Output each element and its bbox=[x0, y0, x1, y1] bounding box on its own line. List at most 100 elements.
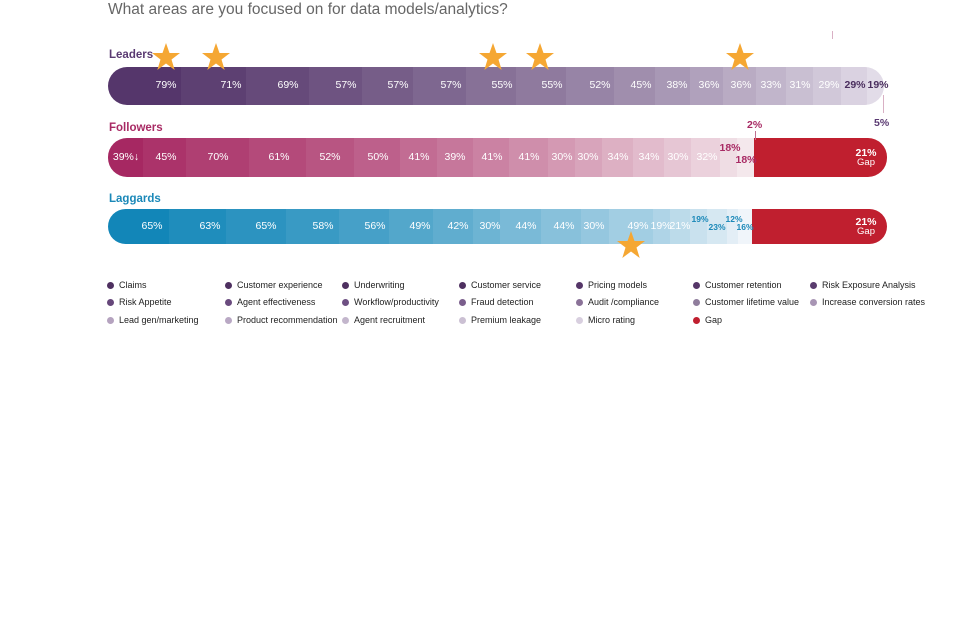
legend-item: Fraud detection bbox=[459, 297, 534, 307]
bar-segment bbox=[354, 138, 400, 177]
legend-label: Audit /compliance bbox=[588, 297, 660, 307]
legend-dot-icon bbox=[342, 316, 349, 324]
row-label-followers: Followers bbox=[109, 122, 163, 134]
bar-segment bbox=[473, 138, 509, 177]
bar-segment bbox=[548, 138, 575, 177]
data-label: 36% bbox=[730, 79, 752, 91]
bar-segment bbox=[181, 67, 246, 105]
star-icon bbox=[526, 43, 554, 70]
bar-segment bbox=[516, 67, 566, 105]
star-icon bbox=[617, 231, 645, 258]
bar-segment bbox=[306, 138, 354, 177]
callout-line bbox=[755, 131, 756, 140]
data-label: 39%↓ bbox=[112, 150, 140, 163]
tick-mark bbox=[832, 31, 833, 39]
followers-bar bbox=[108, 138, 887, 177]
legend-dot-icon bbox=[693, 298, 700, 306]
bar-segment bbox=[400, 138, 437, 177]
legend-label: Product recommendation bbox=[237, 315, 338, 325]
legend-dot-icon bbox=[810, 298, 817, 306]
data-label: 63% bbox=[199, 219, 221, 232]
legend-label: Micro rating bbox=[588, 315, 636, 325]
gap-label: Gap bbox=[857, 225, 875, 237]
gap-label: Gap bbox=[857, 156, 875, 168]
bar-segment bbox=[108, 138, 143, 177]
legend-label: Customer lifetime value bbox=[705, 297, 800, 307]
bar-segment bbox=[108, 67, 181, 105]
data-label: 52% bbox=[319, 150, 341, 163]
legend-dot-icon bbox=[459, 298, 466, 306]
legend-label: Fraud detection bbox=[471, 297, 534, 307]
data-label: 30% bbox=[479, 219, 501, 232]
bar-segment bbox=[737, 138, 754, 177]
star-icon bbox=[152, 43, 180, 70]
legend-item: Lead gen/marketing bbox=[107, 315, 199, 325]
bar-segment bbox=[186, 138, 249, 177]
callout-label: 2% bbox=[747, 119, 763, 131]
legend-item: Workflow/productivity bbox=[342, 297, 439, 307]
bar-segment bbox=[723, 67, 756, 105]
data-label: 44% bbox=[515, 219, 537, 232]
legend-item: Claims bbox=[107, 280, 147, 290]
data-label: 30% bbox=[577, 150, 599, 163]
bar-segment bbox=[690, 67, 723, 105]
legend-label: Agent recruitment bbox=[354, 315, 426, 325]
data-label: 12% bbox=[725, 213, 743, 224]
legend-item: Product recommendation bbox=[225, 315, 338, 325]
star-icon bbox=[479, 43, 507, 70]
bar-segment bbox=[602, 138, 633, 177]
bar-segment bbox=[653, 209, 670, 244]
bar-segment bbox=[226, 209, 286, 244]
row-label-leaders: Leaders bbox=[109, 49, 154, 61]
bar-segment bbox=[786, 67, 813, 105]
data-label: 36% bbox=[698, 79, 720, 91]
bar-segment bbox=[339, 209, 389, 244]
bar-segment bbox=[509, 138, 548, 177]
data-label: 38% bbox=[666, 79, 688, 91]
legend-item: Customer service bbox=[459, 280, 541, 290]
bar-segment bbox=[690, 209, 707, 244]
bar-segment bbox=[249, 138, 306, 177]
data-label: 57% bbox=[440, 79, 462, 91]
legend-label: Premium leakage bbox=[471, 315, 542, 325]
data-label: 29% bbox=[844, 79, 866, 91]
data-label: 19% bbox=[650, 219, 672, 232]
star-icon bbox=[202, 43, 230, 70]
data-label: 31% bbox=[789, 79, 811, 91]
data-label: 55% bbox=[491, 79, 513, 91]
laggards-bar bbox=[108, 209, 887, 244]
legend-item: Micro rating bbox=[576, 315, 635, 325]
bar-segment bbox=[473, 209, 500, 244]
data-label: 58% bbox=[312, 219, 334, 232]
data-label: 19% bbox=[691, 213, 709, 224]
legend-item: Audit /compliance bbox=[576, 297, 659, 307]
data-label: 79% bbox=[155, 79, 177, 91]
bar-segment bbox=[691, 138, 720, 177]
chart-title: What areas are you focused on for data m… bbox=[108, 1, 508, 18]
bar-segment bbox=[389, 209, 433, 244]
data-label: 52% bbox=[589, 79, 611, 91]
bar-segment bbox=[738, 209, 752, 244]
data-label: 32% bbox=[696, 150, 718, 163]
legend-label: Customer retention bbox=[705, 280, 782, 290]
legend-label: Claims bbox=[119, 280, 147, 290]
legend-item: Agent recruitment bbox=[342, 315, 425, 325]
bar-segment bbox=[108, 209, 169, 244]
data-label: 61% bbox=[268, 150, 290, 163]
legend-label: Customer service bbox=[471, 280, 542, 290]
legend-item: Customer retention bbox=[693, 280, 782, 290]
bar-segment bbox=[413, 67, 466, 105]
bar-segment bbox=[362, 67, 413, 105]
legend-item: Pricing models bbox=[576, 280, 647, 290]
legend-dot-icon bbox=[342, 281, 349, 289]
data-label: 21% bbox=[669, 219, 691, 232]
legend-dot-icon bbox=[107, 316, 114, 324]
row-label-laggards: Laggards bbox=[109, 193, 161, 205]
callout-line bbox=[883, 95, 884, 113]
bar-segment bbox=[286, 209, 339, 244]
data-label: 65% bbox=[141, 219, 163, 232]
data-label: 56% bbox=[364, 219, 386, 232]
bar-segment bbox=[143, 138, 186, 177]
legend-label: Customer experience bbox=[237, 280, 323, 290]
legend-label: Gap bbox=[705, 315, 723, 325]
